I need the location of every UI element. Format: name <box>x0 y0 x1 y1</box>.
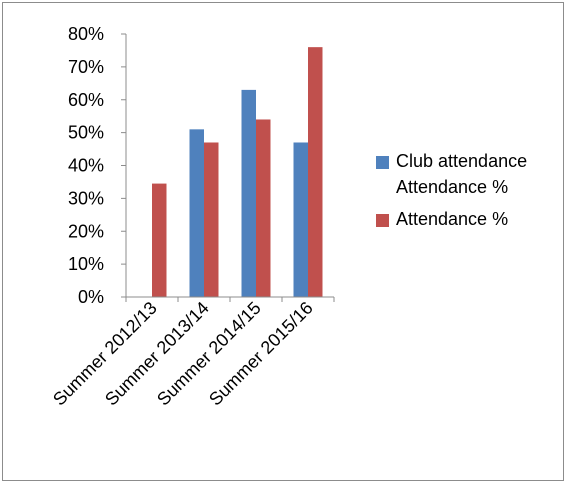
bar-series-1-category-4 <box>293 142 308 297</box>
y-tick-label: 10% <box>68 254 104 274</box>
y-tick-label: 60% <box>68 90 104 110</box>
y-tick-label: 40% <box>68 156 104 176</box>
bar-series-2-category-1 <box>152 183 167 297</box>
y-tick-label: 50% <box>68 123 104 143</box>
chart-frame <box>2 2 564 481</box>
legend-label-series-2: Attendance % <box>396 209 509 229</box>
bar-series-1-category-2 <box>189 129 204 297</box>
y-tick-labels: 0% 10% 20% 30% 40% 50% 60% 70% 80% <box>68 24 104 307</box>
y-tick-label: 0% <box>78 287 104 307</box>
legend-item-series-2: Attendance % <box>376 206 556 232</box>
legend-swatch-series-2 <box>376 214 389 227</box>
bar-series-1-category-3 <box>241 89 256 297</box>
bar-series-2-category-3 <box>256 119 271 297</box>
legend-item-series-1: Club attendanceAttendance % <box>376 148 536 200</box>
bar-series-2-category-4 <box>308 47 323 298</box>
y-tick-label: 70% <box>68 57 104 77</box>
y-tick-label: 30% <box>68 188 104 208</box>
y-tick-label: 20% <box>68 221 104 241</box>
legend-label-series-1: Club attendanceAttendance % <box>396 151 528 197</box>
axes-group <box>121 33 335 302</box>
legend: Club attendanceAttendance % Attendance % <box>376 148 556 232</box>
bars-group <box>152 47 323 298</box>
bar-series-2-category-2 <box>204 142 219 297</box>
legend-swatch-series-1 <box>376 156 389 169</box>
y-tick-label: 80% <box>68 24 104 44</box>
